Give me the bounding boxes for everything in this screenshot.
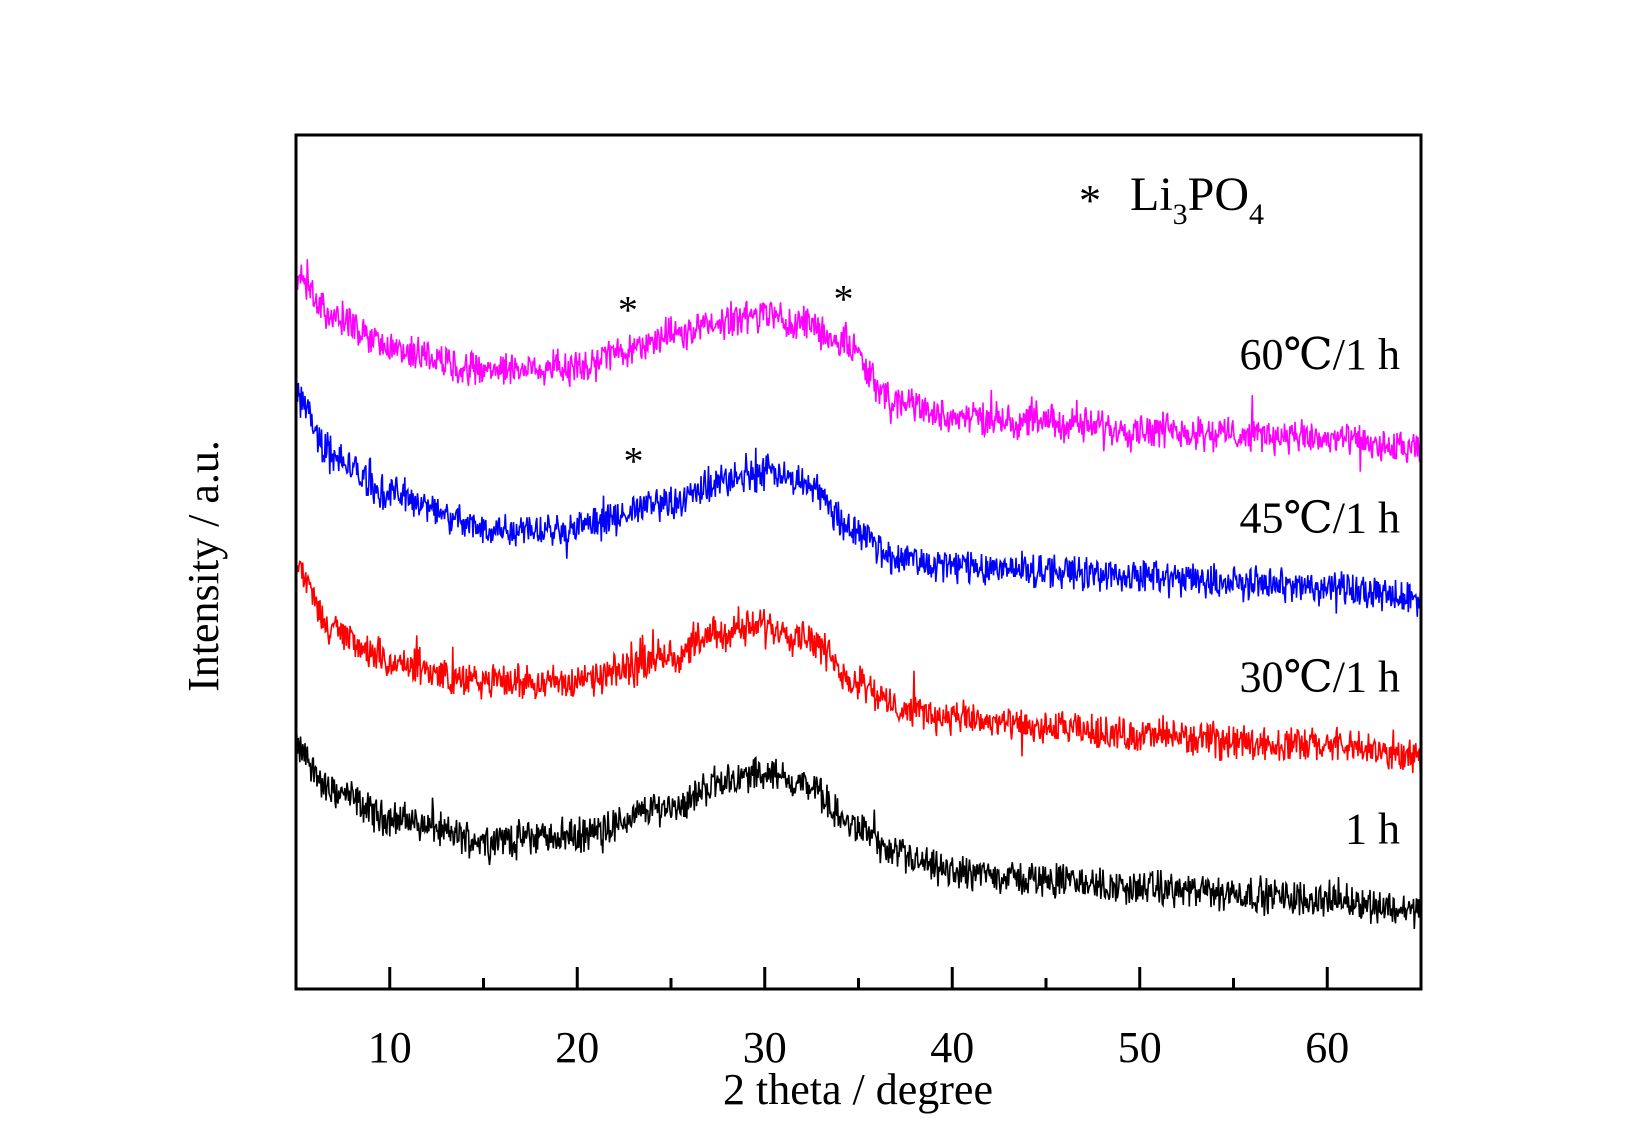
series-line — [295, 733, 1422, 930]
y-axis-label: Intensity / a.u. — [179, 440, 228, 692]
peak-marker: * — [624, 439, 644, 484]
legend-marker: * — [1079, 176, 1101, 225]
legend-sub1: 3 — [1173, 198, 1188, 231]
legend-text: Li — [1130, 168, 1173, 221]
series-curves — [295, 259, 1422, 930]
x-tick-label: 40 — [930, 1023, 974, 1072]
x-axis-label: 2 theta / degree — [723, 1065, 993, 1114]
x-tick-label: 30 — [743, 1023, 787, 1072]
x-tick-label: 60 — [1305, 1023, 1349, 1072]
legend-text2: PO — [1188, 168, 1249, 221]
legend-sub2: 4 — [1249, 198, 1264, 231]
series-label: 30℃/1 h — [1240, 653, 1400, 702]
x-ticks: 10 20 30 40 50 60 — [368, 967, 1349, 1072]
legend: * Li3PO4 — [1079, 168, 1264, 231]
series-line — [295, 259, 1422, 472]
peak-marker: * — [834, 276, 854, 321]
x-tick-label: 50 — [1118, 1023, 1162, 1072]
series-label: 60℃/1 h — [1240, 330, 1400, 379]
series-line — [295, 382, 1422, 617]
legend-label: Li3PO4 — [1130, 168, 1264, 231]
annotations: * * * 60℃/1 h 45℃/1 h 30℃/1 h 1 h — [618, 276, 1400, 853]
series-label: 45℃/1 h — [1240, 494, 1400, 543]
peak-marker: * — [618, 288, 638, 333]
plot-frame — [294, 133, 1423, 991]
series-line — [295, 560, 1422, 774]
x-tick-label: 10 — [368, 1023, 412, 1072]
x-tick-label: 20 — [555, 1023, 599, 1072]
series-label: 1 h — [1345, 805, 1400, 854]
